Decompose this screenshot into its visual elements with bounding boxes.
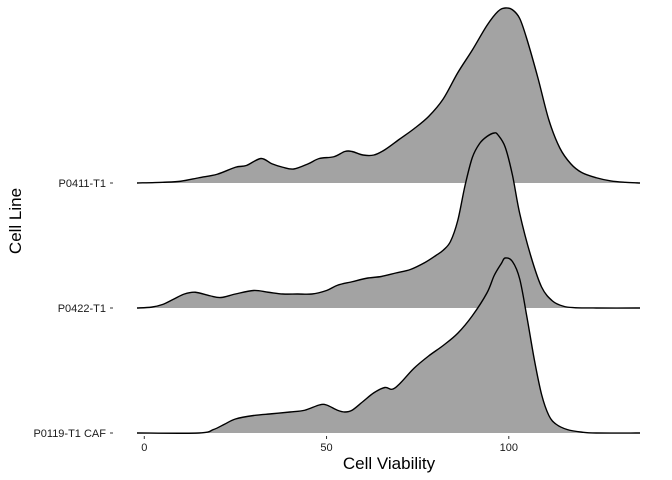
y-axis-title: Cell Line bbox=[6, 188, 25, 254]
x-axis-title: Cell Viability bbox=[343, 454, 436, 473]
ridge-outline bbox=[136, 257, 641, 434]
ridge-3 bbox=[136, 257, 641, 434]
x-tick-label: 50 bbox=[320, 442, 332, 454]
y-tick-label: P0411-T1 bbox=[59, 178, 107, 190]
y-tick-label: P0119-T1 CAF bbox=[33, 428, 106, 440]
ridge-fill bbox=[137, 257, 640, 434]
ridge-outline bbox=[136, 7, 641, 184]
y-axis: P0411-T1 P0422-T1 P0119-T1 CAF bbox=[33, 178, 113, 440]
density-ridges bbox=[136, 7, 641, 434]
ridge-1 bbox=[136, 7, 641, 184]
x-tick-label: 0 bbox=[141, 442, 147, 454]
x-axis: 0 50 100 bbox=[141, 436, 518, 454]
ridge-fill bbox=[137, 7, 640, 183]
y-tick-label: P0422-T1 bbox=[58, 303, 106, 315]
x-tick-label: 100 bbox=[500, 442, 518, 454]
ridge-outline bbox=[136, 132, 641, 309]
